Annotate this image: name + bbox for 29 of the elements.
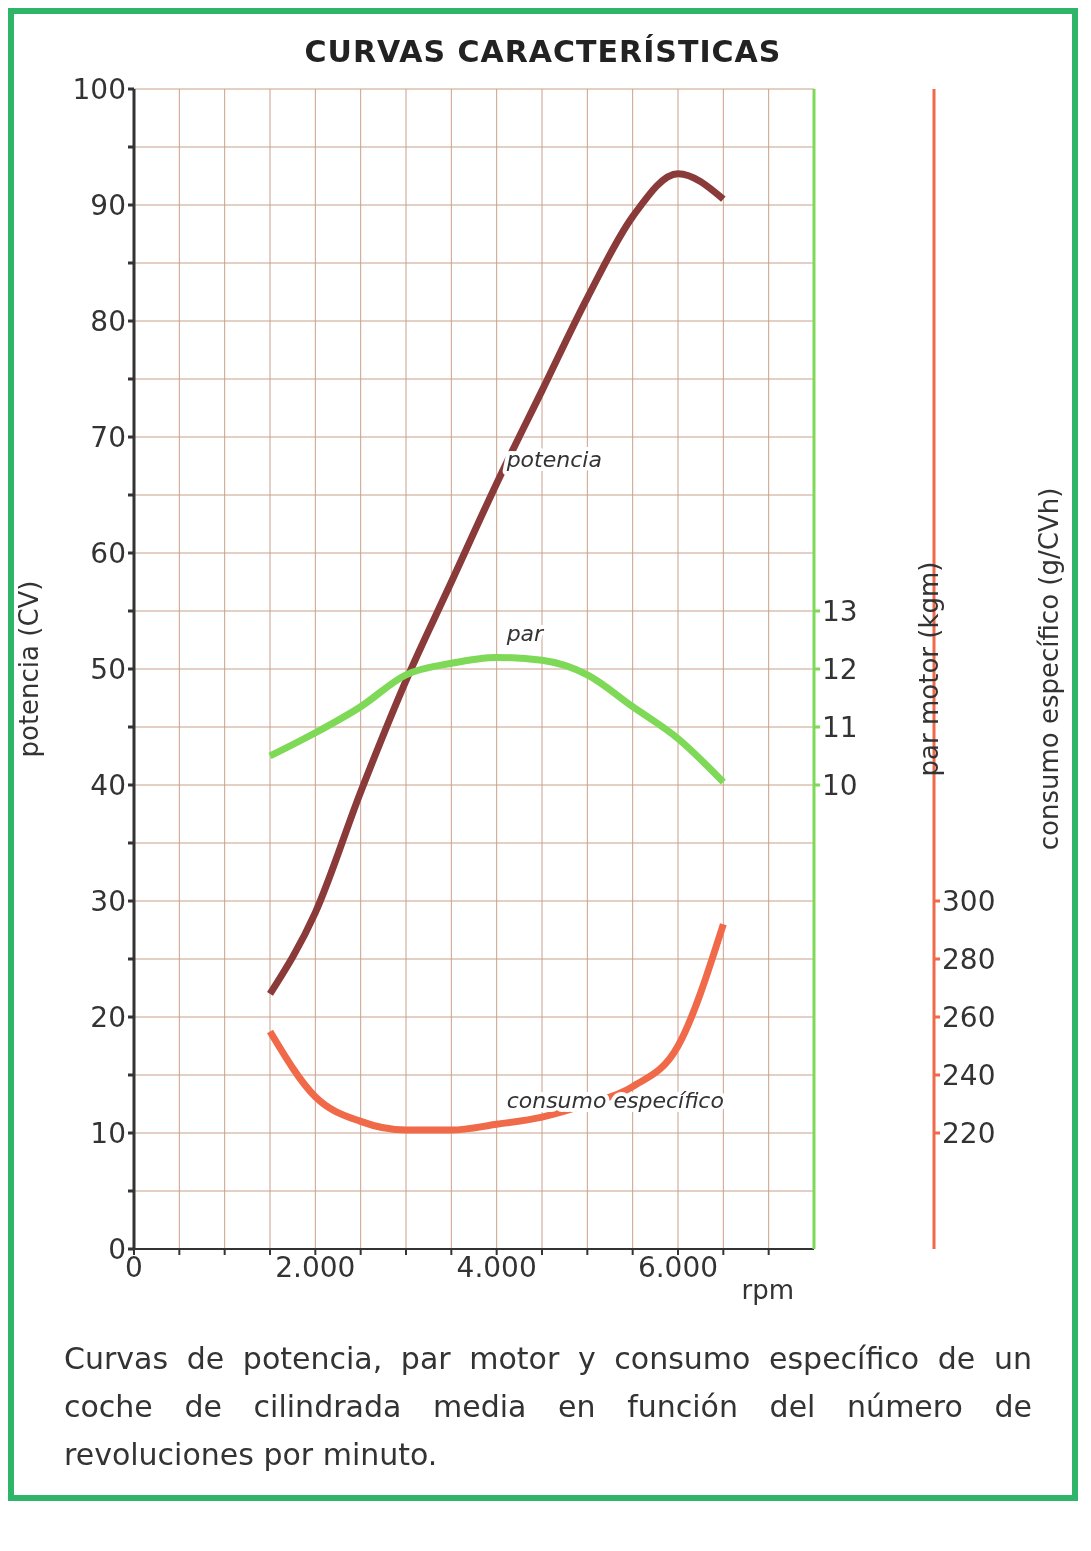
y-tick-label: 90 xyxy=(90,188,126,222)
text: Curvas de potencia, par motor y consumo específico de un coche de cilindrada media en función del número de revoluciones por minuto. xyxy=(63,1340,1033,1474)
chart-title: CURVAS CARACTERÍSTICAS xyxy=(303,34,783,69)
y2-tick-label: 10 xyxy=(822,768,858,802)
y2-axis-title: par motor (kgm) xyxy=(914,561,945,777)
series-label: par xyxy=(505,621,546,647)
y3-tick-label: 280 xyxy=(942,942,996,976)
y-tick-label: 40 xyxy=(90,768,126,802)
y-tick-label: 100 xyxy=(72,72,126,106)
y-tick-label: 80 xyxy=(90,304,126,338)
y3-axis-title: consumo específico (g/CVh) xyxy=(1034,487,1065,851)
y-tick-label: 20 xyxy=(90,1000,126,1034)
x-tick-label: 2.000 xyxy=(275,1250,356,1284)
x-axis-title: rpm xyxy=(741,1275,794,1305)
y3-tick-label: 220 xyxy=(942,1116,996,1150)
y2-tick-label: 11 xyxy=(822,710,858,744)
y-tick-label: 70 xyxy=(90,420,126,454)
y2-tick-label: 13 xyxy=(822,594,858,628)
y3-tick-label: 260 xyxy=(942,1000,996,1034)
y3-tick-label: 240 xyxy=(942,1058,996,1092)
y-tick-label: 50 xyxy=(90,652,126,686)
y-tick-label: 10 xyxy=(90,1116,126,1150)
y3-tick-label: 300 xyxy=(942,884,996,918)
y2-tick-label: 12 xyxy=(822,652,858,686)
x-tick-label: 4.000 xyxy=(456,1250,537,1284)
y-tick-label: 60 xyxy=(90,536,126,570)
y-tick-label: 30 xyxy=(90,884,126,918)
y-axis-title: potencia (CV) xyxy=(14,580,45,758)
x-tick-label: 6.000 xyxy=(637,1250,719,1284)
